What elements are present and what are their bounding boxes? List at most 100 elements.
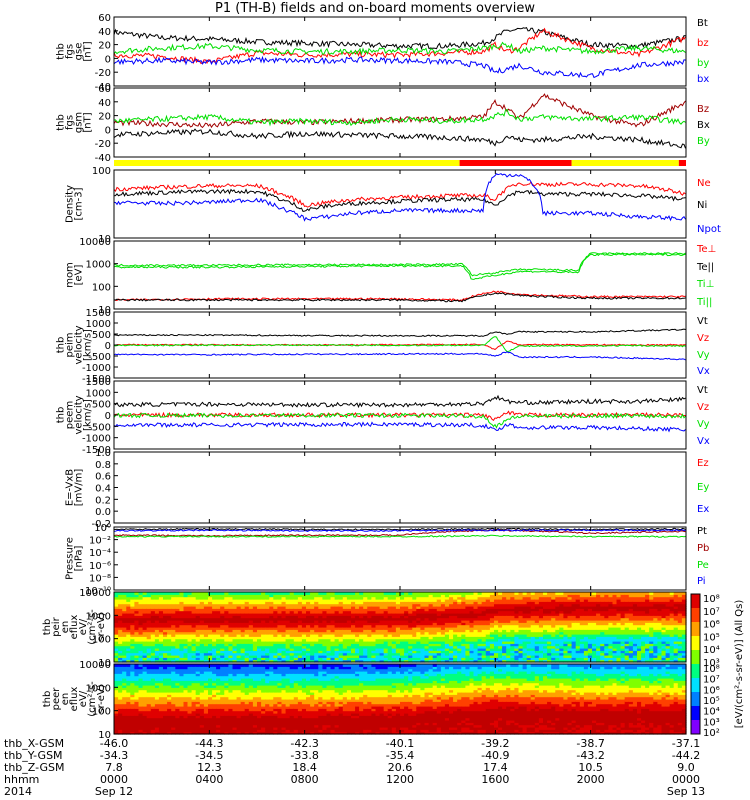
spectrogram-cell — [477, 603, 483, 607]
spectrogram-cell — [240, 608, 246, 612]
spectrogram-cell — [261, 643, 266, 647]
spectrogram-cell — [657, 652, 663, 656]
spectrogram-cell — [322, 629, 328, 633]
spectrogram-cell — [404, 596, 409, 600]
spectrogram-cell — [134, 696, 140, 700]
spectrogram-cell — [641, 636, 646, 640]
spectrogram-cell — [453, 657, 458, 661]
spectrogram-cell — [551, 610, 556, 614]
spectrogram-cell — [514, 641, 520, 644]
spectrogram-cell — [624, 594, 630, 598]
spectrogram-cell — [130, 648, 135, 651]
spectrogram-cell — [236, 657, 242, 661]
spectrogram-cell — [330, 631, 336, 635]
spectrogram-cell — [314, 643, 319, 647]
spectrogram-cell — [273, 629, 278, 633]
spectrogram-cell — [404, 652, 409, 656]
spectrogram-cell — [154, 694, 160, 698]
spectrogram-cell — [408, 659, 413, 663]
spectrogram-cell — [236, 629, 242, 633]
spectrogram-cell — [154, 671, 160, 674]
spectrogram-cell — [142, 706, 148, 709]
spectrogram-cell — [363, 601, 368, 605]
spectrogram-cell — [232, 601, 238, 605]
spectrogram-cell — [649, 631, 654, 635]
spectrogram-cell — [534, 627, 540, 630]
spectrogram-cell — [118, 682, 123, 686]
spectrogram-cell — [273, 620, 278, 623]
legend-entry: Ni — [697, 200, 707, 211]
spectrogram-cell — [391, 610, 397, 614]
spectrogram-cell — [114, 655, 119, 658]
spectrogram-cell — [167, 615, 172, 619]
spectrogram-cell — [175, 615, 180, 619]
spectrogram-cell — [163, 671, 168, 674]
spectrogram-cell — [416, 650, 421, 654]
spectrogram-cell — [150, 659, 156, 663]
spectrogram-cell — [465, 648, 471, 651]
spectrogram-cell — [506, 608, 511, 612]
spectrogram-cell — [677, 594, 683, 598]
spectrogram-cell — [547, 643, 552, 647]
spectrogram-cell — [114, 596, 119, 600]
spectrogram-cell — [444, 641, 450, 644]
y-tick-label: 10 — [98, 658, 111, 669]
spectrogram-cell — [138, 687, 144, 691]
spectrogram-cell — [620, 657, 626, 661]
spectrogram-cell — [567, 601, 573, 605]
spectrogram-cell — [367, 624, 372, 628]
spectrogram-cell — [412, 643, 417, 647]
spectrogram-cell — [330, 648, 336, 651]
spectrogram-cell — [416, 629, 421, 633]
spectrogram-cell — [130, 715, 135, 719]
spectrogram-cell — [506, 592, 511, 595]
spectrogram-cell — [265, 592, 270, 595]
spectrogram-cell — [645, 596, 650, 600]
spectrogram-cell — [208, 631, 213, 635]
series-line-Npot — [113, 173, 686, 222]
spectrogram-cell — [154, 631, 160, 635]
spectrogram-cell — [118, 727, 123, 730]
spectrogram-cell — [203, 636, 209, 640]
spectrogram-cell — [134, 620, 140, 623]
spectrogram-cell — [154, 729, 160, 733]
spectrogram-cell — [191, 652, 197, 656]
spectrogram-cell — [126, 599, 131, 602]
spectrogram-cell — [661, 636, 667, 640]
y-tick-label: 1500 — [86, 377, 111, 388]
spectrogram-cell — [163, 606, 168, 609]
spectrogram-cell — [346, 622, 352, 626]
spectrogram-cell — [171, 655, 176, 658]
spectrogram-cell — [432, 596, 438, 600]
spectrogram-cell — [269, 624, 274, 628]
spectrogram-cell — [645, 594, 650, 598]
spectrogram-cell — [543, 617, 548, 621]
spectrogram-cell — [175, 731, 180, 735]
spectrogram-cell — [212, 657, 217, 661]
spectrogram-cell — [665, 636, 671, 640]
spectrogram-cell — [600, 596, 605, 600]
spectrogram-cell — [543, 643, 548, 647]
spectrogram-cell — [665, 627, 671, 630]
spectrogram-cell — [158, 627, 164, 630]
spectrogram-cell — [444, 652, 450, 656]
spectrogram-cell — [481, 592, 487, 595]
spectrogram-cell — [363, 652, 368, 656]
spectrogram-cell — [587, 624, 593, 628]
spectrogram-cell — [465, 608, 471, 612]
spectrogram-cell — [216, 629, 221, 633]
spectrogram-cell — [191, 631, 197, 635]
y-tick-label: 10000 — [79, 588, 111, 599]
spectrogram-cell — [681, 650, 687, 654]
spectrogram-cell — [518, 620, 524, 623]
spectrogram-cell — [498, 655, 503, 658]
spectrogram-cell — [146, 722, 152, 726]
spectrogram-cell — [477, 645, 483, 649]
spectrogram-cell — [154, 722, 160, 726]
spectrogram-cell — [391, 599, 397, 602]
spectrogram-cell — [334, 631, 340, 635]
spectrogram-cell — [318, 592, 323, 595]
spectrogram-cell — [612, 608, 618, 612]
spectrogram-cell — [440, 610, 446, 614]
spectrogram-cell — [150, 717, 156, 721]
